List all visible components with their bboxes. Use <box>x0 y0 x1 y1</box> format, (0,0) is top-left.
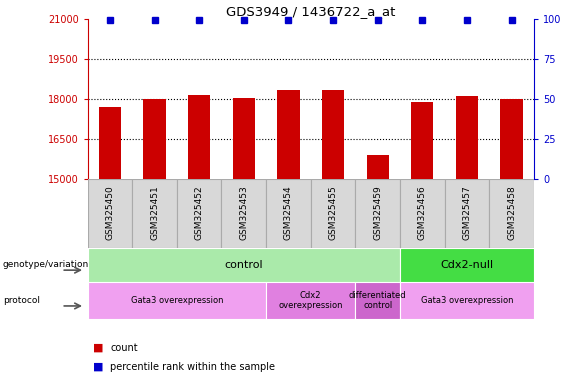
Text: GSM325459: GSM325459 <box>373 186 382 240</box>
Bar <box>266 179 311 248</box>
Text: Cdx2-null: Cdx2-null <box>440 260 494 270</box>
Text: Gata3 overexpression: Gata3 overexpression <box>131 296 223 305</box>
Bar <box>177 179 221 248</box>
Text: GSM325458: GSM325458 <box>507 186 516 240</box>
Bar <box>266 282 355 319</box>
Bar <box>221 179 266 248</box>
Bar <box>188 95 210 179</box>
Bar <box>144 99 166 179</box>
Text: protocol: protocol <box>3 296 40 305</box>
Text: GSM325455: GSM325455 <box>329 186 337 240</box>
Bar <box>322 89 344 179</box>
Text: GSM325452: GSM325452 <box>195 186 203 240</box>
Bar <box>400 179 445 248</box>
Text: ■: ■ <box>93 343 104 353</box>
Bar <box>400 248 534 282</box>
Text: GSM325453: GSM325453 <box>240 186 248 240</box>
Bar <box>445 179 489 248</box>
Bar <box>456 96 478 179</box>
Bar <box>277 89 299 179</box>
Bar <box>88 282 266 319</box>
Bar <box>400 282 534 319</box>
Text: control: control <box>224 260 263 270</box>
Bar <box>99 107 121 179</box>
Bar <box>367 155 389 179</box>
Bar <box>411 101 433 179</box>
Text: Cdx2
overexpression: Cdx2 overexpression <box>279 291 343 310</box>
Text: differentiated
control: differentiated control <box>349 291 406 310</box>
Bar <box>355 282 400 319</box>
Title: GDS3949 / 1436722_a_at: GDS3949 / 1436722_a_at <box>226 5 396 18</box>
Text: percentile rank within the sample: percentile rank within the sample <box>110 362 275 372</box>
Text: count: count <box>110 343 138 353</box>
Text: GSM325451: GSM325451 <box>150 186 159 240</box>
Bar <box>501 99 523 179</box>
Text: ■: ■ <box>93 362 104 372</box>
Text: genotype/variation: genotype/variation <box>3 260 89 270</box>
Bar <box>489 179 534 248</box>
Bar <box>132 179 177 248</box>
Bar <box>355 179 400 248</box>
Bar <box>233 98 255 179</box>
Text: GSM325456: GSM325456 <box>418 186 427 240</box>
Bar <box>88 248 400 282</box>
Bar <box>88 179 132 248</box>
Text: GSM325450: GSM325450 <box>106 186 114 240</box>
Text: GSM325457: GSM325457 <box>463 186 471 240</box>
Bar <box>311 179 355 248</box>
Text: Gata3 overexpression: Gata3 overexpression <box>421 296 513 305</box>
Text: GSM325454: GSM325454 <box>284 186 293 240</box>
